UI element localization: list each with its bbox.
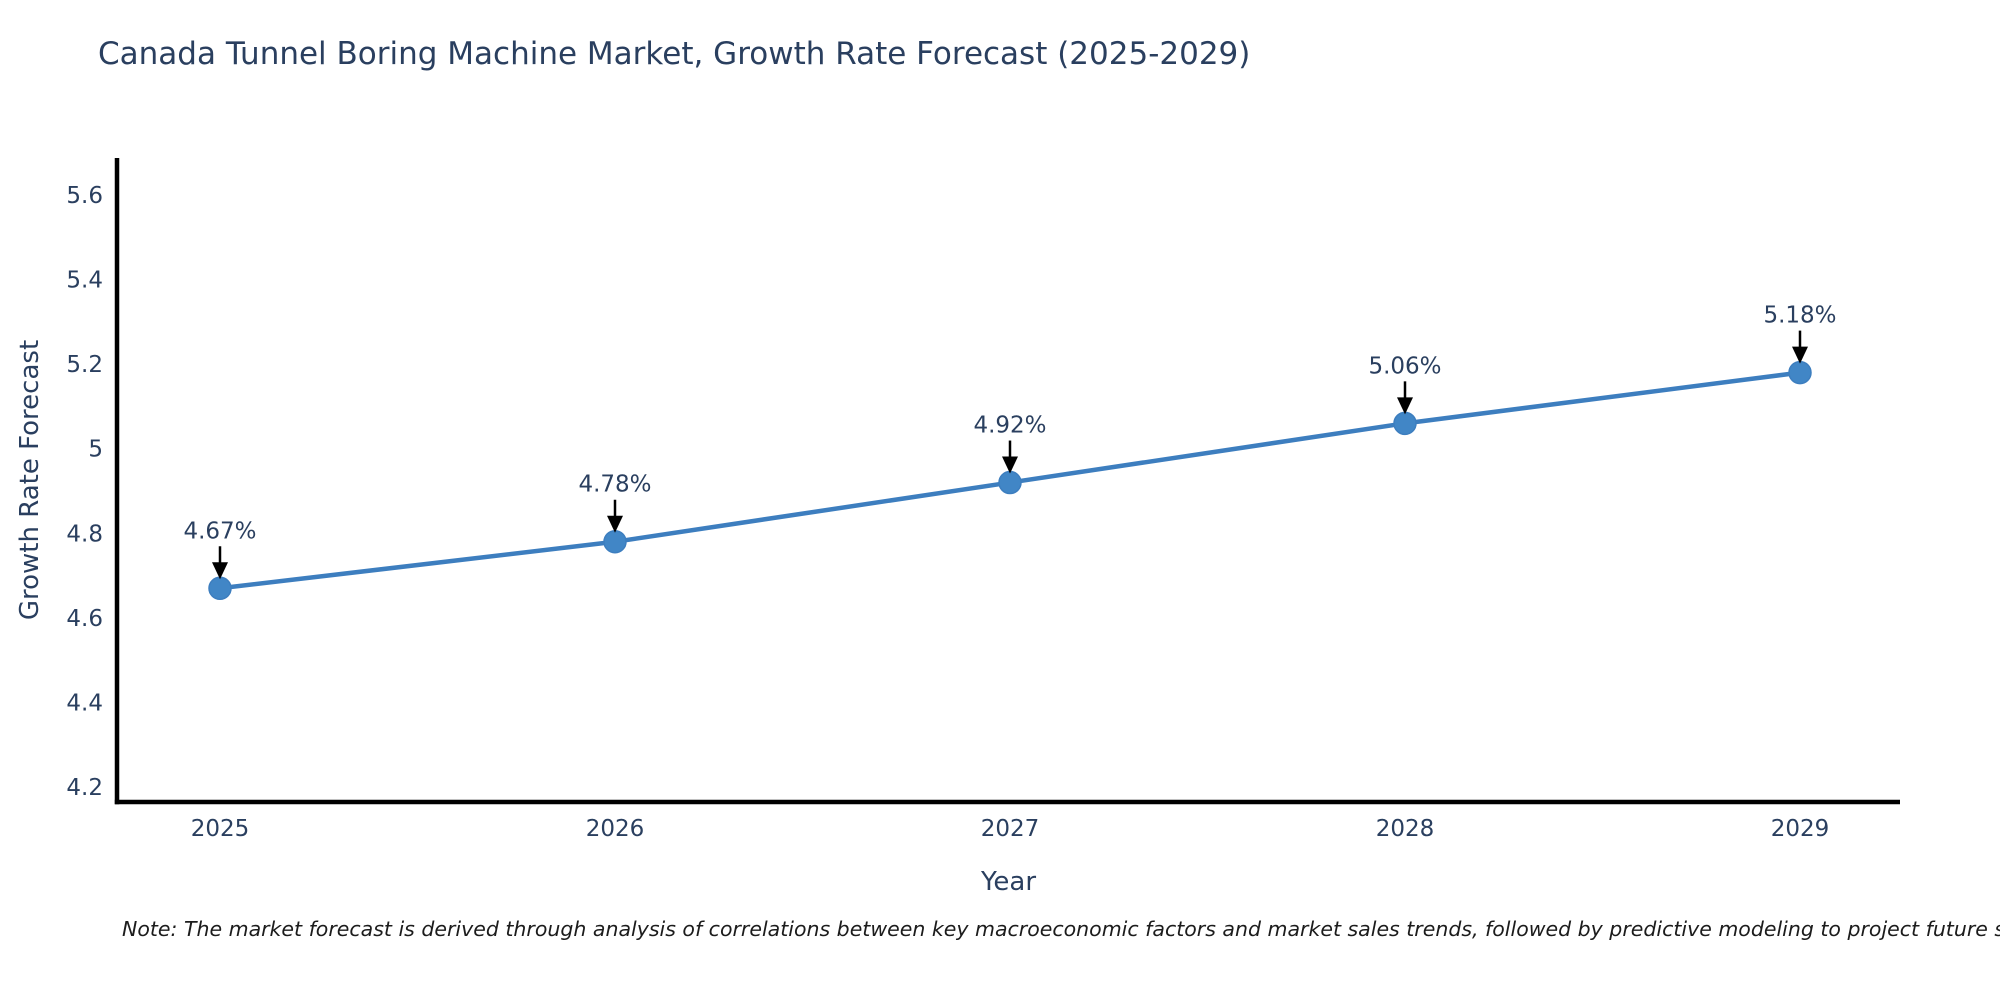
y-tick-label: 4.8 [66, 521, 103, 547]
x-tick-label: 2026 [586, 816, 645, 842]
y-tick-label: 4.2 [66, 775, 103, 801]
x-axis-title: Year [980, 867, 1036, 897]
y-tick-label: 4.4 [66, 690, 103, 716]
annotation-arrowhead [1792, 346, 1808, 364]
annotation-label: 5.18% [1763, 303, 1836, 329]
x-tick-label: 2028 [1376, 816, 1435, 842]
x-tick-label: 2029 [1771, 816, 1830, 842]
annotation-label: 4.78% [578, 472, 651, 498]
annotation-arrowhead [607, 515, 623, 533]
annotation-label: 4.67% [183, 518, 256, 544]
chart-title: Canada Tunnel Boring Machine Market, Gro… [98, 36, 1251, 72]
data-point [1393, 411, 1417, 436]
y-tick-label: 5.6 [66, 183, 103, 209]
annotation-arrowhead [1002, 456, 1018, 474]
y-tick-label: 5.2 [66, 352, 103, 378]
y-tick-label: 4.6 [66, 606, 103, 632]
y-axis-title: Growth Rate Forecast [15, 340, 45, 620]
x-tick-label: 2025 [191, 816, 250, 842]
data-point [208, 576, 232, 601]
x-tick-label: 2027 [981, 816, 1040, 842]
annotation-label: 4.92% [973, 413, 1046, 439]
data-point [1788, 360, 1812, 385]
data-point [998, 470, 1022, 495]
y-tick-label: 5.4 [66, 268, 103, 294]
data-point [603, 529, 627, 554]
y-tick-label: 5 [88, 437, 103, 463]
annotation-arrowhead [212, 562, 228, 580]
annotation-label: 5.06% [1368, 353, 1441, 379]
annotation-arrowhead [1397, 397, 1413, 415]
footnote: Note: The market forecast is derived thr… [122, 917, 2000, 941]
